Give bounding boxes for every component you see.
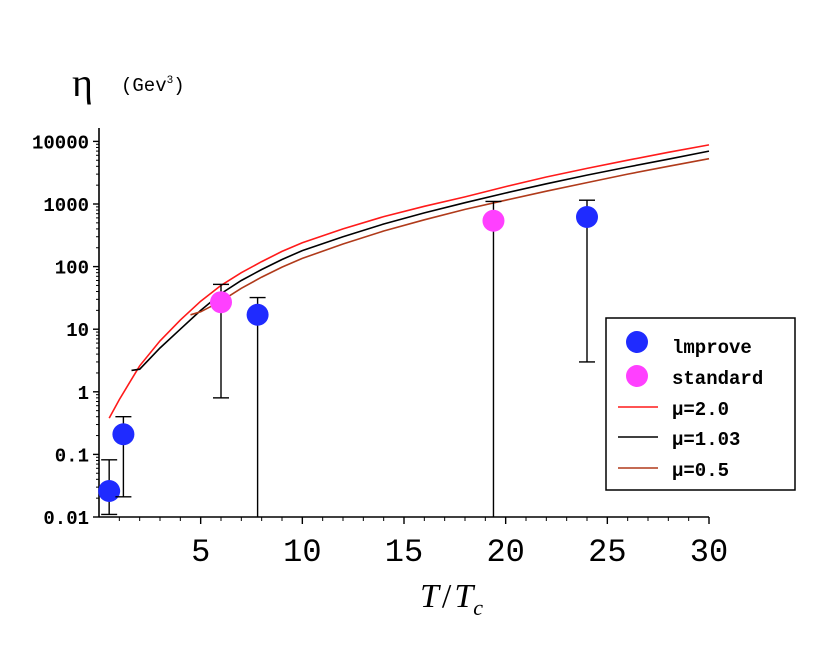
y-tick-label: 100 [55, 258, 89, 280]
data-point-lmprove [246, 303, 269, 326]
x-tick-label: 25 [588, 534, 626, 571]
data-point-lmprove [98, 480, 121, 503]
x-tick-label: 20 [486, 534, 524, 571]
x-axis-label: T/Tc [420, 578, 483, 620]
tick-layer: 0.01 0.1 1 10 100 1000 10000 5 10 15 20 25 30 [32, 132, 728, 571]
legend-marker-standard [626, 365, 648, 387]
y-tick-label: 10000 [32, 132, 89, 154]
series-layer [108, 144, 710, 419]
series-line-0 [108, 144, 710, 419]
legend-marker-lmprove [626, 331, 648, 353]
y-tick-label: 10 [66, 320, 89, 342]
x-tick-label: 30 [690, 534, 728, 571]
y-axis-label: η [72, 60, 93, 105]
data-point-lmprove [576, 205, 598, 228]
legend-label-lmprove: lmprove [672, 337, 752, 359]
y-tick-label: 1 [78, 383, 89, 405]
legend-label-mu-2-0: μ=2.0 [672, 399, 729, 421]
series-line-2 [190, 157, 710, 316]
y-tick-label: 0.1 [55, 445, 89, 467]
x-tick-label: 15 [385, 534, 423, 571]
x-axis-label-sub: c [473, 595, 483, 620]
x-axis-label-t: T [420, 578, 441, 615]
legend-label-mu-0-5: μ=0.5 [672, 460, 729, 482]
data-point-lmprove [112, 423, 135, 446]
y-axis-unit-base: (Gev [121, 75, 167, 97]
x-axis-label-tc: T [454, 578, 475, 615]
y-tick-label: 1000 [43, 195, 89, 217]
y-tick-label: 0.01 [43, 508, 89, 530]
legend-label-mu-1-03: μ=1.03 [672, 429, 740, 451]
x-axis-label-slash: / [442, 578, 452, 615]
data-point-standard [482, 209, 505, 232]
x-tick-label: 5 [191, 534, 210, 571]
legend-label-standard: standard [672, 368, 763, 390]
points-layer [98, 199, 598, 517]
legend: lmprove standard μ=2.0 μ=1.03 μ=0.5 [605, 317, 796, 491]
series-line-1 [131, 150, 710, 372]
y-axis-unit-close: ) [173, 75, 184, 97]
data-point-standard [210, 291, 232, 314]
x-tick-label: 10 [283, 534, 321, 571]
y-axis-unit-exponent: 3 [167, 75, 174, 87]
y-axis-unit: (Gev3) [121, 75, 185, 97]
